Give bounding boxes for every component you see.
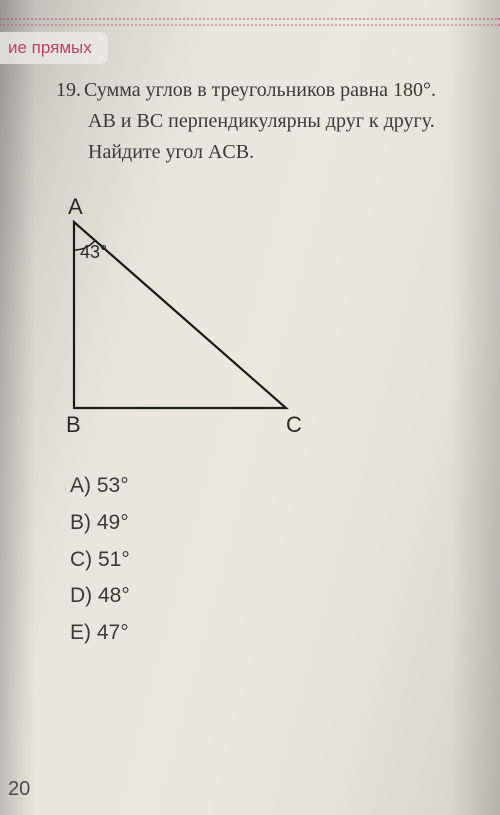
vertex-a-label: A	[68, 194, 83, 220]
angle-a-label: 43°	[80, 242, 107, 263]
answer-options: A) 53° B) 49° C) 51° D) 48° E) 47°	[70, 468, 130, 652]
problem-block: 19.Сумма углов в треугольников равна 180…	[56, 76, 476, 167]
vertex-b-label: B	[66, 412, 81, 438]
shadow-left	[0, 0, 35, 815]
vertex-c-label: C	[286, 412, 302, 438]
dotted-border-top	[0, 18, 500, 20]
problem-line-1: 19.Сумма углов в треугольников равна 180…	[56, 76, 476, 105]
dotted-border-top-2	[0, 24, 500, 26]
option-c: C) 51°	[70, 542, 130, 579]
section-tab: ие прямых	[0, 32, 108, 64]
problem-text-3: Найдите угол ACB.	[56, 138, 476, 167]
tab-label: ие прямых	[8, 38, 92, 57]
option-a: A) 53°	[70, 468, 130, 505]
triangle-figure: A B C 43°	[62, 210, 322, 455]
page: ие прямых 19.Сумма углов в треугольников…	[0, 0, 500, 815]
problem-number: 19.	[56, 76, 84, 105]
problem-text-2: AB и BC перпендикулярны друг к другу.	[56, 107, 476, 136]
problem-text-1: Сумма углов в треугольников равна 180°.	[84, 79, 436, 101]
page-number: 20	[8, 778, 30, 801]
option-e: E) 47°	[70, 615, 130, 652]
option-b: B) 49°	[70, 505, 130, 542]
option-d: D) 48°	[70, 578, 130, 615]
